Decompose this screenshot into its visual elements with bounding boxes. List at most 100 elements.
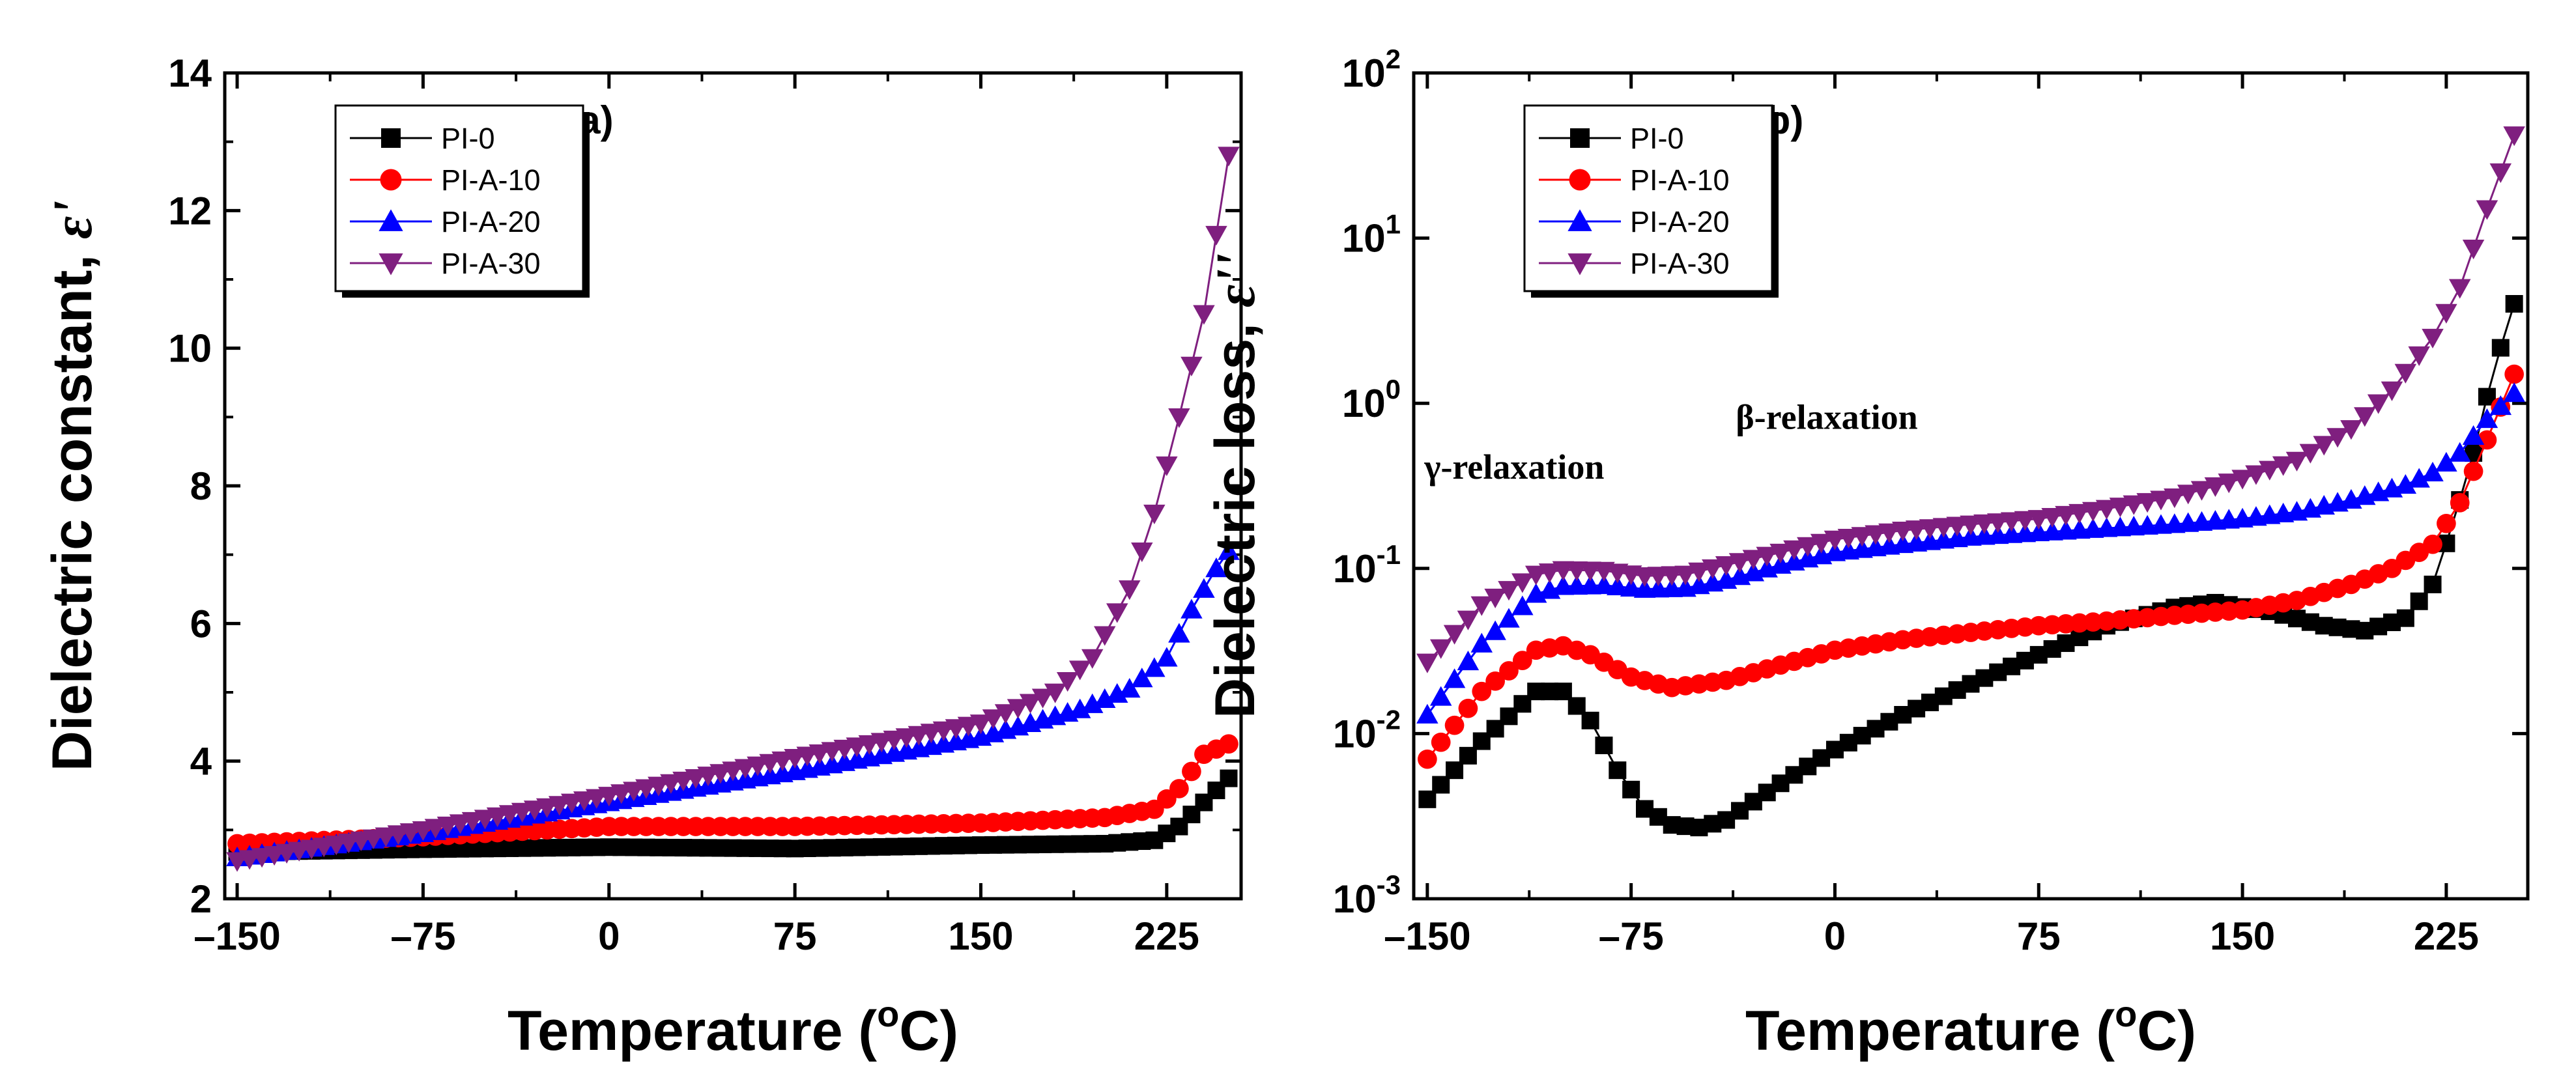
data-point [1193,578,1215,598]
data-point [474,810,496,830]
data-point [1168,623,1190,643]
data-point [1429,639,1452,659]
data-point [635,779,657,799]
data-point [709,764,732,784]
data-point [796,746,818,767]
data-point [2150,490,2172,511]
data-point [1484,620,1506,640]
y-tick-label: 4 [190,740,212,783]
data-point [2068,503,2091,524]
data-point [548,796,571,816]
data-point [846,737,868,757]
data-point [957,716,980,737]
data-point [2095,500,2118,520]
data-point [1168,408,1190,429]
data-point [908,726,930,746]
y-tick-label: 102 [1342,44,1401,95]
data-point [1783,540,1805,560]
chart-panel-a: –150 –75 0 75 150 225 2 4 6 8 10 12 14 Temperature (o… [41,51,1243,1062]
x-axis-title-text: Temperature ( [1745,1000,2115,1062]
data-point [2408,346,2430,366]
data-point [1622,780,1640,798]
x-tick-label: 0 [598,914,620,958]
data-point [2424,575,2442,593]
data-point [1595,736,1613,754]
data-point [2326,428,2349,448]
data-point [2381,381,2403,401]
y-tick-label-exponent: -1 [1377,539,1401,570]
legend-label: PI-A-30 [441,247,541,280]
data-point [1647,567,1670,587]
data-point [734,759,756,779]
data-point [2394,363,2417,384]
data-point [1905,520,1928,541]
data-point [2422,462,2444,482]
data-point [2285,451,2308,472]
data-point [1499,661,1519,681]
data-point [1220,769,1238,787]
x-tick-label: 0 [1824,914,1846,958]
data-point [498,805,521,825]
data-point [610,784,633,804]
y-tick-label-exponent: 2 [1386,44,1401,74]
legend-label: PI-A-20 [441,205,541,238]
y-tick-label-exponent: 0 [1386,374,1401,404]
data-point [1181,599,1203,619]
series-pi-a-30 [1416,126,2525,673]
data-point [1810,533,1833,554]
x-tick-label: 150 [2210,914,2275,958]
data-point [1756,546,1778,567]
data-point [1457,610,1480,630]
y-axis-title-symbol: ε' [41,201,104,239]
x-axis-title: Temperature (oC) [508,993,958,1062]
x-tick-label: –150 [193,914,280,958]
data-point [1878,523,1900,543]
data-point [1661,566,1683,586]
data-point [2000,512,2023,532]
data-point [2462,240,2485,260]
data-point [2410,592,2428,610]
data-point [1193,305,1215,325]
legend-marker [379,209,403,231]
x-tick-label: 225 [1134,914,1199,958]
data-point [2177,485,2199,505]
data-point [1068,660,1091,681]
data-point [449,814,472,834]
data-point [2503,126,2525,147]
data-point [2041,507,2063,528]
data-point [1457,650,1480,671]
data-point [1443,625,1466,645]
legend-marker [379,253,403,275]
data-point [1498,581,1520,601]
data-point [870,733,893,753]
x-axis-title: Temperature (oC) [1745,993,2196,1062]
data-point [994,704,1017,724]
data-point [2476,408,2498,429]
data-point [1169,779,1189,798]
data-point [771,751,794,771]
data-point [1973,514,1996,535]
x-tick-label: 75 [2017,914,2061,958]
y-tick-label-base: 10 [1342,382,1386,425]
legend: PI-0 PI-A-10 PI-A-20 PI-A-30 [334,104,584,292]
data-point [623,782,645,802]
data-point [1007,699,1029,719]
data-point [2423,534,2442,554]
legend-marker [1567,253,1592,275]
y-axis-title: Dielectric constant, ε' [41,201,104,771]
data-point [1205,557,1227,578]
y-tick-label: 10-2 [1333,704,1401,755]
data-point [2245,465,2267,485]
y-tick-label-base: 10 [1333,712,1377,755]
data-point [1093,688,1116,708]
data-point [2505,295,2523,313]
data-point [2437,513,2456,533]
x-axis-title-superscript: o [2115,993,2137,1034]
data-point [895,728,918,748]
data-point [833,739,855,760]
data-point [2354,407,2376,427]
data-point [1742,550,1765,570]
data-point [858,735,881,755]
legend-marker [1570,128,1590,148]
legend: PI-0 PI-A-10 PI-A-20 PI-A-30 [1523,104,1773,292]
